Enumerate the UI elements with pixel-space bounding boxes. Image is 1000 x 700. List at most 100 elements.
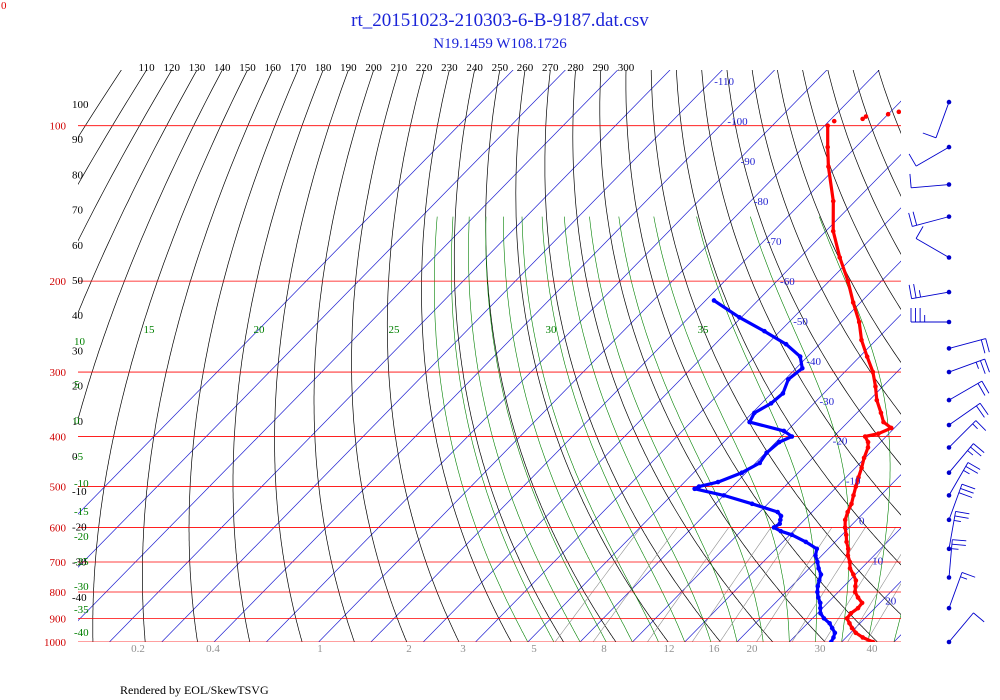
moist-adiabat-line [946,217,1000,642]
moist-adiabat-line [589,216,738,642]
wind-barb [946,612,985,645]
dry-adiabat-label: 260 [517,62,534,74]
dry-adiabat-left-label: 60 [72,240,84,252]
dry-adiabat-line [777,70,901,364]
wind-barb-feather [960,576,968,580]
isotherm-label: -80 [754,196,769,208]
wind-barb-feather [918,290,922,298]
isotherm-line [988,11,1000,653]
isotherm-label: -70 [767,236,782,248]
wind-barb-feather [955,510,970,515]
moist-adiabat-line [893,613,901,642]
moist-adiabat-left-label: -15 [74,506,89,518]
wind-barb-feather [951,543,966,546]
mixing-ratio-line [554,527,642,642]
pressure-tick-label: 700 [50,557,67,569]
temperature-profile-line [826,125,893,642]
mixing-ratio-label: 30 [815,643,827,655]
isotherm-line [841,580,901,642]
temperature-point [863,114,869,119]
moist-adiabat-label: 20 [254,324,266,336]
wind-barb-station [946,397,952,403]
wind-barb-feather [980,339,986,354]
footer-credit: Rendered by EOL/SkewTSVG [120,683,269,697]
dry-adiabat-line [421,70,512,642]
isotherm-label: -40 [806,356,821,368]
dry-adiabat-left-label: 30 [72,345,84,357]
mixing-ratio-label: 20 [747,643,759,655]
dry-adiabat-line [572,70,774,642]
dry-adiabat-label: 250 [492,62,509,74]
dry-adiabat-line [232,70,324,642]
pressure-tick-label: 1000 [44,637,67,649]
dry-adiabat-left-label: 40 [72,310,84,322]
dry-adiabat-line [751,70,901,415]
wind-barb-shaft [948,358,985,373]
wind-barb-feather [908,153,917,167]
isotherm-label: -110 [714,76,734,88]
dry-adiabat-line [701,70,901,516]
dry-adiabat-label: 300 [618,62,635,74]
moist-adiabat-label: 30 [546,324,558,336]
wind-barb-feather [908,212,913,227]
wind-barb-shaft [948,539,953,578]
dry-adiabat-label: 130 [189,62,206,74]
isotherm-line [213,70,776,642]
pressure-tick-label: 800 [50,587,67,599]
dry-adiabat-line [78,70,198,314]
wind-barb [946,358,990,375]
moist-adiabat-line [485,216,607,642]
dry-adiabat-line [515,70,669,642]
dry-adiabat-line [726,70,901,466]
mixing-ratio-line [592,527,678,642]
mixing-ratio-label: 0.4 [206,643,220,655]
dry-adiabat-left-label: 20 [72,381,84,393]
dry-adiabat-label: 190 [340,62,357,74]
wind-barb-shaft [915,146,950,167]
wind-barb-feather [973,443,985,453]
dry-adiabat-label: 240 [466,62,483,74]
wind-barb [909,173,952,189]
dry-adiabat-line [852,70,901,197]
wind-barb [946,443,985,476]
moist-adiabat-label: 15 [144,324,156,336]
temperature-point [896,109,901,115]
wind-barb-feather [975,420,987,431]
wind-barb [946,572,976,611]
isotherm-label: -100 [727,116,748,128]
dry-adiabat-line [599,70,826,642]
dry-adiabat-line [386,70,460,642]
dry-adiabat-label: 290 [592,62,609,74]
dry-adiabat-line [78,70,223,421]
dry-adiabat-line [188,70,299,642]
dry-adiabat-label: 200 [365,62,382,74]
wind-barb-feather [953,519,961,523]
pressure-tick-label: 200 [50,276,67,288]
moist-adiabat-left-label: 5 [74,379,80,391]
moist-adiabat-line [696,216,817,642]
wind-barb-feather [954,515,969,519]
wind-barb [946,483,976,523]
moist-adiabat-left-label: -25 [74,556,89,568]
wind-barb-feather [912,211,918,226]
dry-adiabat-line [92,70,248,642]
dry-adiabat-label: 160 [264,62,281,74]
dry-adiabat-label: 170 [290,62,307,74]
wind-barb-feather [963,469,970,475]
wind-barb-feather [958,492,973,498]
isotherm-line [318,70,880,642]
wind-barb-shaft [915,238,950,258]
isotherm-line [527,260,901,642]
wind-barb [946,462,981,498]
isotherm-line [78,70,566,568]
dry-adiabat-left-label: 0 [72,451,78,463]
wind-barb-shaft [948,612,974,643]
wind-barb-shaft [948,443,974,473]
wind-barb-shaft [912,216,950,227]
isotherm-line [631,367,901,642]
temperature-point [952,90,957,95]
wind-barb [922,99,952,139]
isotherm-label: -20 [833,436,848,448]
pressure-tick-label: 300 [50,367,67,379]
